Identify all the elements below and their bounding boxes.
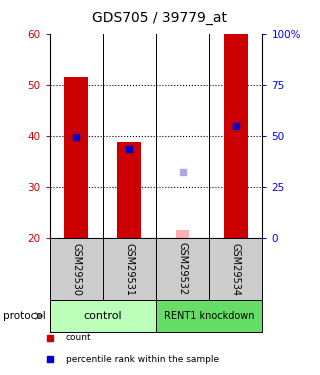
Bar (64, 77, 88, 238)
Text: GSM29530: GSM29530 (71, 243, 81, 296)
Bar (50, 300, 156, 332)
Bar (224, 34, 248, 238)
Text: control: control (84, 311, 122, 321)
Bar (176, 231, 189, 238)
Text: GSM29534: GSM29534 (231, 243, 241, 296)
Text: count: count (66, 333, 91, 342)
Text: GSM29531: GSM29531 (124, 243, 134, 296)
Text: percentile rank within the sample: percentile rank within the sample (66, 355, 219, 364)
Text: RENT1 knockdown: RENT1 knockdown (164, 311, 254, 321)
Bar (117, 142, 141, 238)
Text: protocol: protocol (3, 311, 46, 321)
Bar (156, 300, 262, 332)
Text: GDS705 / 39779_at: GDS705 / 39779_at (92, 11, 228, 25)
Text: GSM29532: GSM29532 (178, 243, 188, 296)
